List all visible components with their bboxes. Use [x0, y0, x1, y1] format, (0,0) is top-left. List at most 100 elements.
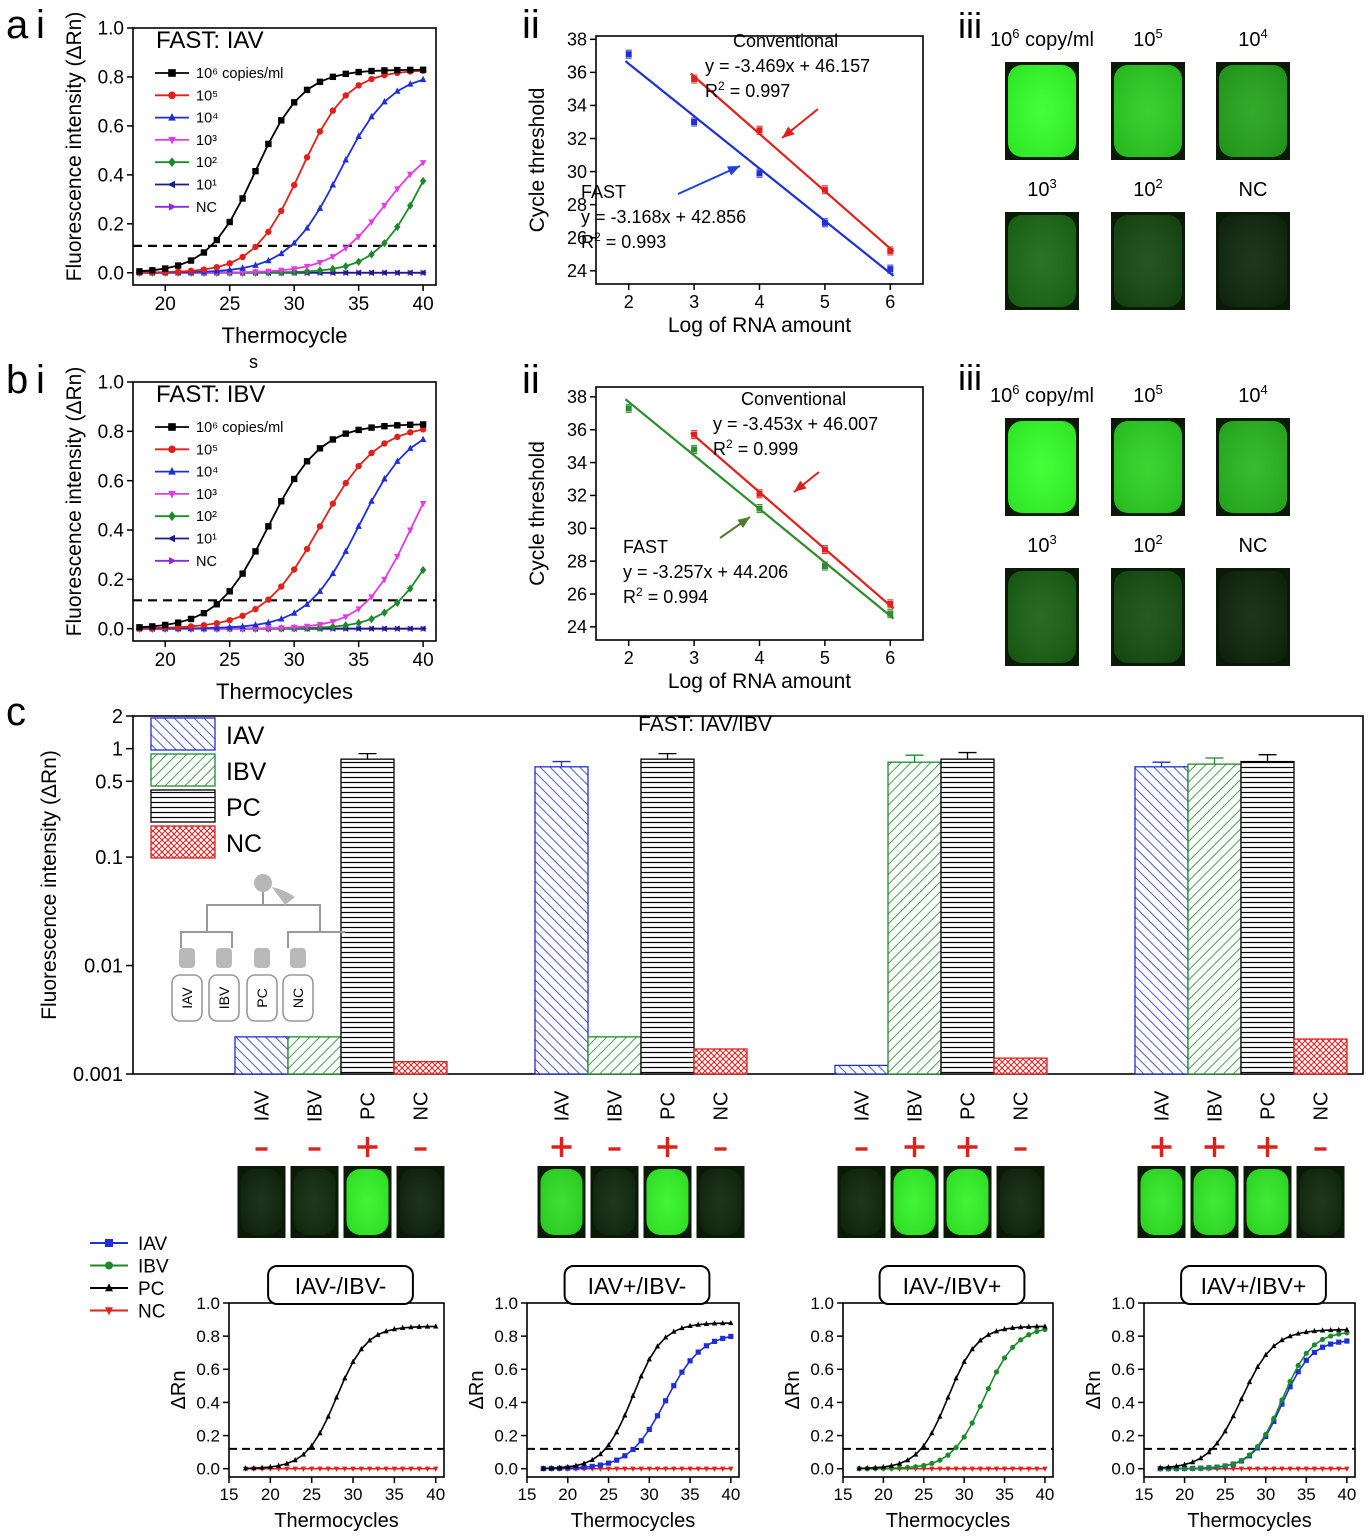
- data-point: [316, 523, 324, 530]
- series-line: [543, 1322, 731, 1470]
- x-tick-label: 20: [155, 294, 176, 315]
- y-axis-label: ΔRn: [782, 1371, 804, 1410]
- x-tick-label: 35: [385, 1485, 404, 1504]
- category-label: PC: [1258, 1092, 1280, 1120]
- data-point: [720, 1335, 726, 1342]
- data-point: [419, 269, 426, 276]
- y-tick-label: 24: [567, 617, 587, 637]
- data-point: [1255, 1363, 1261, 1370]
- data-point: [622, 1466, 628, 1472]
- data-point: [239, 570, 246, 577]
- data-point: [394, 457, 401, 464]
- data-point: [342, 262, 349, 271]
- data-point: [316, 78, 324, 86]
- series-line: [139, 78, 424, 274]
- legend-marker: [168, 91, 176, 100]
- data-point: [937, 1457, 943, 1463]
- data-point: [259, 1464, 265, 1470]
- y-tick-label: 24: [567, 261, 587, 281]
- data-point: [368, 594, 375, 601]
- data-point: [333, 1394, 340, 1400]
- data-point: [239, 269, 246, 277]
- data-point: [316, 587, 324, 594]
- result-tube-shade: [399, 1169, 442, 1235]
- condition-label: IAV-/IBV+: [903, 1273, 1002, 1299]
- data-point: [419, 176, 427, 186]
- data-point: [969, 1466, 975, 1472]
- data-point: [213, 623, 221, 631]
- chip-well: [171, 974, 203, 1022]
- legend-marker: [168, 490, 176, 499]
- data-point: [226, 260, 233, 267]
- data-point: [687, 1358, 693, 1364]
- data-point: [671, 1466, 677, 1472]
- x-tick-label: 2: [624, 292, 634, 312]
- data-point: [366, 1466, 373, 1472]
- data-point: [329, 622, 337, 631]
- data-point: [407, 66, 414, 74]
- data-point: [381, 576, 388, 584]
- data-point: [433, 1466, 439, 1472]
- data-point: [969, 1346, 975, 1352]
- data-point: [1271, 1415, 1277, 1421]
- legend-marker: [168, 136, 176, 145]
- data-point: [419, 625, 426, 632]
- data-point: [1263, 1466, 1269, 1472]
- data-point: [1001, 1466, 1008, 1472]
- y-tick-label: 28: [567, 551, 587, 571]
- data-point: [394, 598, 401, 607]
- category-label: PC: [658, 1092, 680, 1120]
- y-tick-label: 0.4: [494, 1393, 518, 1412]
- data-point: [342, 614, 349, 621]
- label-exp: 4: [1261, 382, 1268, 397]
- tube-label: NC: [1239, 179, 1268, 201]
- data-point: [756, 490, 763, 497]
- tube-image-shade: [1114, 65, 1182, 157]
- y-tick-label: 0.6: [1111, 1360, 1135, 1379]
- x-tick-label: 15: [834, 1485, 853, 1504]
- data-point: [226, 623, 233, 630]
- legend-label: IAV: [138, 1234, 168, 1255]
- condition-box: [1180, 1265, 1327, 1305]
- label-base: 10: [1133, 29, 1155, 51]
- data-point: [728, 1466, 734, 1472]
- tube-label: NC: [1239, 535, 1268, 557]
- data-point: [278, 207, 285, 215]
- data-point: [342, 92, 349, 99]
- legend-label: 10²: [196, 509, 217, 525]
- data-point: [278, 267, 285, 275]
- legend-label: PC: [226, 794, 261, 822]
- data-point: [1018, 1466, 1024, 1472]
- data-point: [284, 1460, 290, 1466]
- data-point: [888, 1462, 895, 1468]
- category-label: IAV: [552, 1090, 574, 1121]
- data-point: [290, 181, 298, 189]
- data-point: [424, 1466, 431, 1472]
- y-tick-label: 1.0: [494, 1294, 518, 1313]
- data-point: [1311, 1327, 1318, 1334]
- data-point: [342, 156, 349, 163]
- data-point: [1303, 1328, 1309, 1335]
- data-point: [1198, 1455, 1204, 1461]
- data-point: [407, 201, 414, 210]
- x-axis-label: Thermocycles: [886, 1510, 1010, 1532]
- data-point: [953, 1445, 959, 1451]
- data-point: [355, 257, 362, 266]
- legend-label: IBV: [138, 1257, 169, 1278]
- annotation-fast-r2: R2 = 0.993: [581, 230, 666, 252]
- data-point: [278, 117, 285, 124]
- data-point: [383, 1466, 389, 1472]
- data-point: [671, 1328, 677, 1334]
- data-point: [687, 1466, 693, 1472]
- data-point: [1328, 1326, 1334, 1333]
- data-point: [1157, 1464, 1163, 1470]
- data-point: [1279, 1336, 1285, 1343]
- data-point: [290, 99, 298, 106]
- data-point: [1181, 1461, 1188, 1467]
- tube-label: 104: [1238, 382, 1267, 407]
- x-tick-label: 40: [413, 294, 434, 315]
- annotation-fast-r2: R2 = 0.994: [623, 585, 708, 607]
- panel-label-a-ii: ii: [522, 3, 540, 47]
- y-tick-label: 0.2: [98, 570, 124, 591]
- annotation-conventional-eq: y = -3.453x + 46.007: [713, 414, 878, 434]
